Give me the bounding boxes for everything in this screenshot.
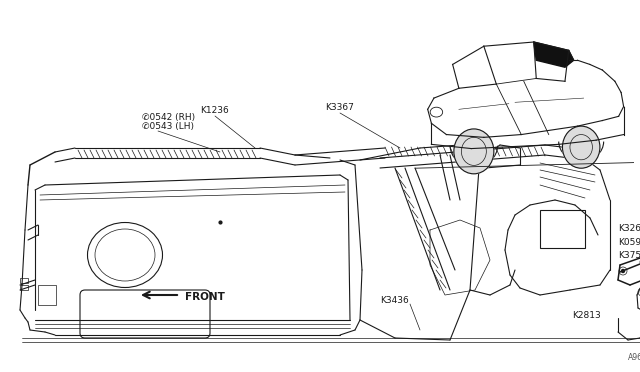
Text: A965M-0001: A965M-0001 [628,353,640,362]
Text: ✆0542 (RH): ✆0542 (RH) [142,113,195,122]
Text: K3269: K3269 [618,224,640,233]
Text: K2813: K2813 [572,311,601,320]
Text: K1236: K1236 [200,106,228,115]
Text: K3757: K3757 [618,251,640,260]
Bar [540,210,585,248]
Bar [20,278,28,283]
Bar [20,285,28,290]
Circle shape [563,126,600,168]
Text: K3367: K3367 [325,103,354,112]
Polygon shape [534,42,573,67]
Bar [38,285,56,305]
Text: K3436: K3436 [380,296,409,305]
Circle shape [454,129,494,174]
Circle shape [621,269,625,273]
Text: K0599: K0599 [618,238,640,247]
Text: ✆0543 (LH): ✆0543 (LH) [142,122,194,131]
Text: FRONT: FRONT [185,292,225,302]
